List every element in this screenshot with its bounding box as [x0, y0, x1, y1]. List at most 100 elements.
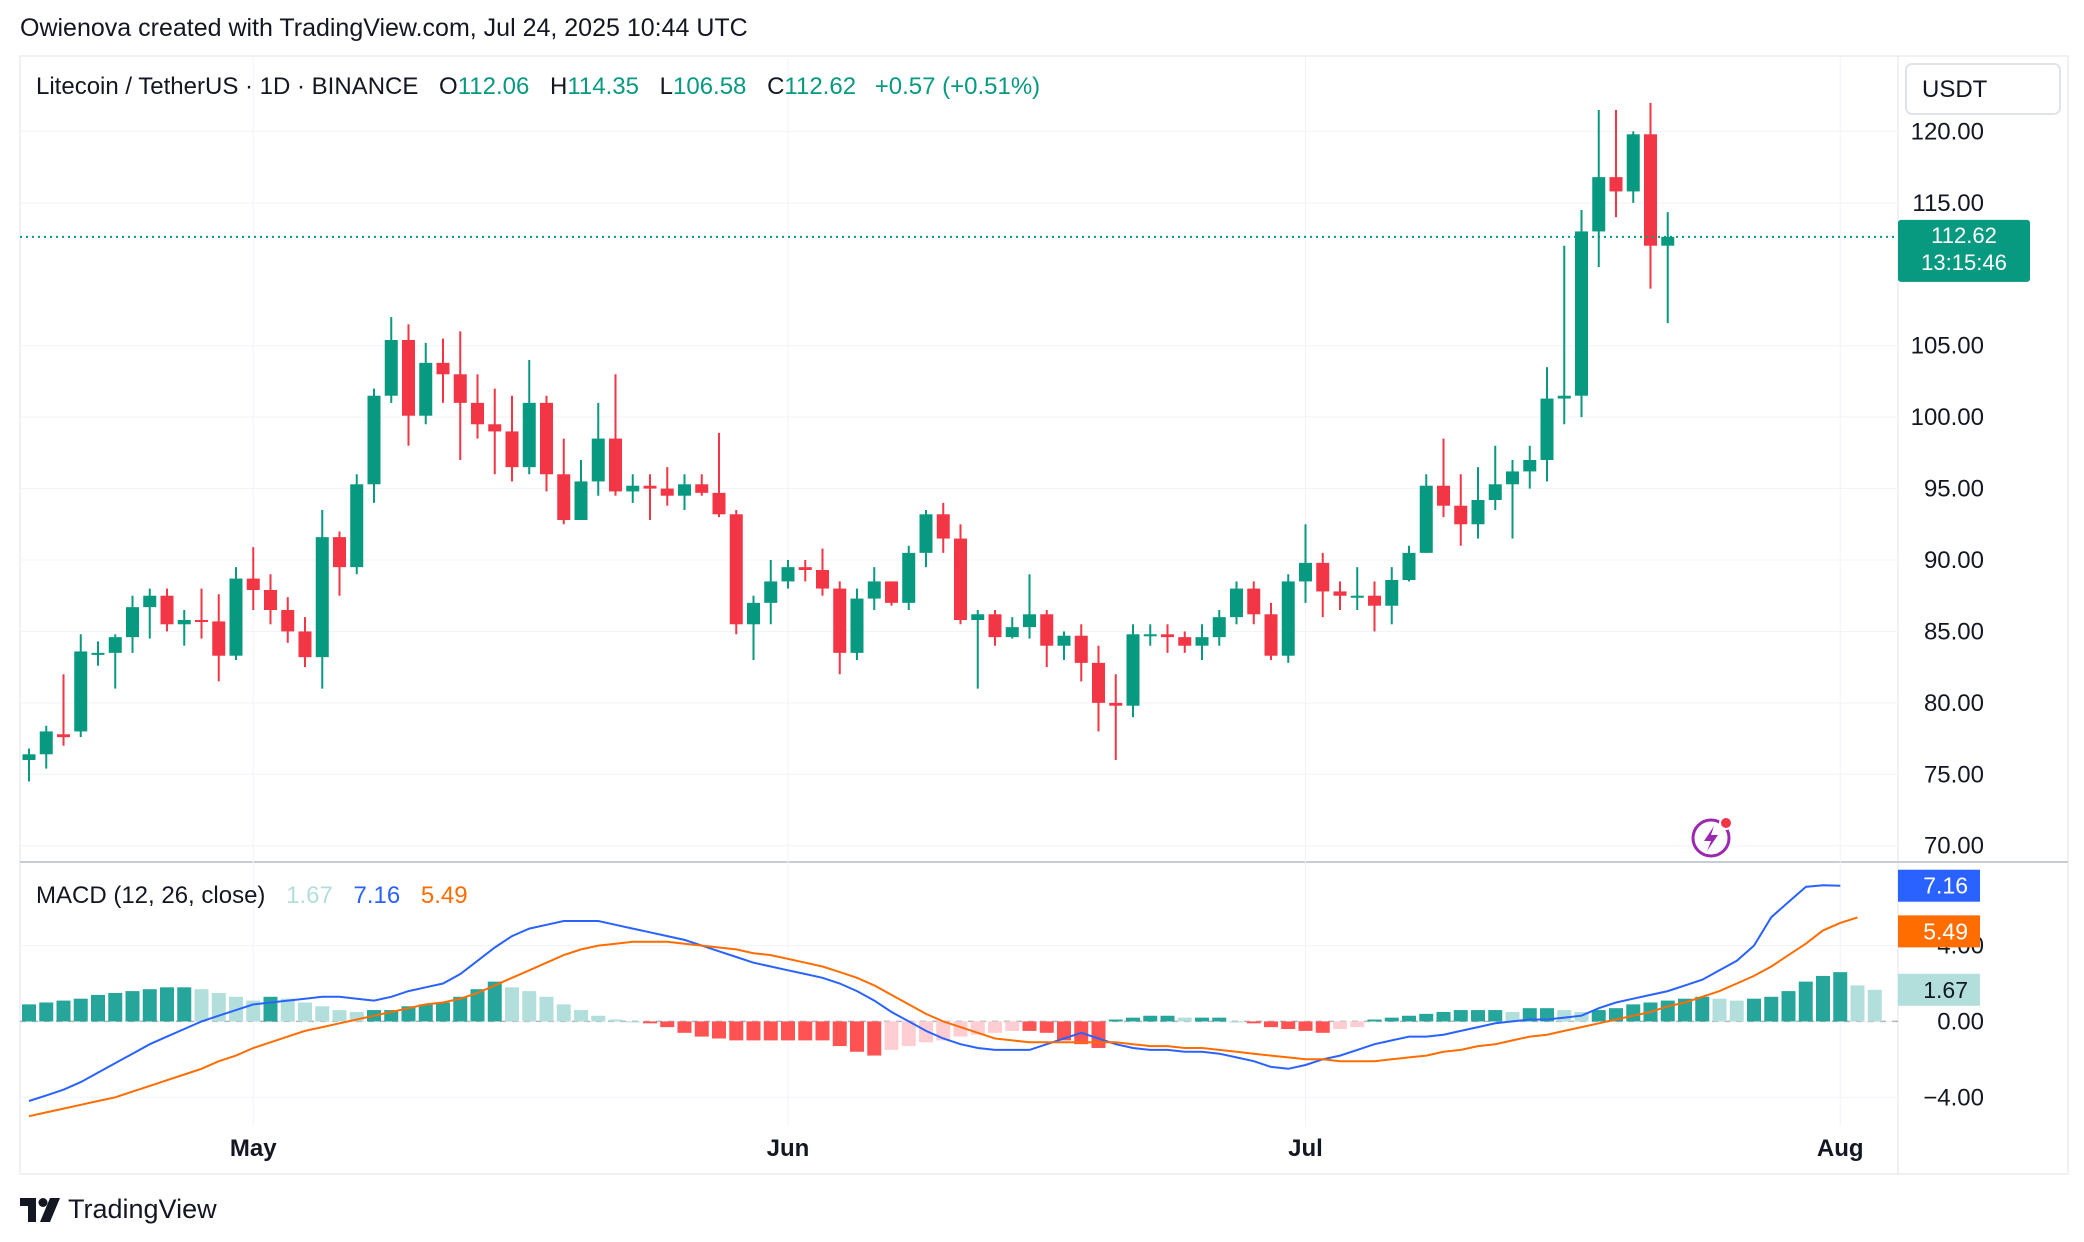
macd-histogram-bar — [1729, 1000, 1744, 1022]
candle-body — [281, 610, 295, 632]
candle-body — [1575, 231, 1588, 396]
macd-histogram-bar — [1333, 1021, 1347, 1030]
macd-signal-value: 5.49 — [421, 882, 468, 909]
lightning-icon[interactable] — [1691, 816, 1733, 858]
close-label: C — [767, 73, 784, 100]
macd-histogram-bar — [1402, 1015, 1416, 1022]
tradingview-logo[interactable]: TradingView — [20, 1194, 217, 1225]
candle-body — [764, 581, 778, 603]
candle-body — [367, 395, 381, 485]
candle-body — [1626, 134, 1640, 192]
candle-body — [39, 731, 53, 755]
candle-body — [1005, 627, 1019, 638]
macd-hist-value: 1.67 — [286, 882, 333, 909]
macd-value-tag-bg — [1898, 915, 1980, 948]
macd-histogram-bar — [315, 1006, 330, 1022]
macd-histogram-bar — [1453, 1010, 1468, 1022]
price-tick-label: 70.00 — [1924, 833, 1984, 860]
macd-histogram-bar — [418, 1004, 433, 1022]
candle-body — [91, 652, 105, 655]
time-tick-label: May — [230, 1135, 277, 1162]
candle-body — [971, 614, 985, 620]
macd-histogram-bar — [1678, 998, 1692, 1022]
candlestick-series — [22, 102, 1675, 782]
macd-histogram-bar — [608, 1019, 623, 1022]
candle-body — [1333, 591, 1347, 596]
candle-body — [453, 374, 467, 403]
candle-body — [1230, 588, 1243, 618]
macd-histogram-bar — [1419, 1013, 1434, 1022]
candle-body — [678, 484, 691, 496]
candle-body — [1350, 595, 1364, 598]
candle-body — [1126, 634, 1140, 706]
macd-histogram-bar — [1022, 1021, 1037, 1031]
macd-histogram-bar — [1315, 1021, 1330, 1033]
candle-body — [1385, 580, 1399, 606]
macd-histogram-bar — [1264, 1021, 1278, 1028]
candle-body — [1040, 614, 1054, 646]
price-axis-ticks: 70.00 75.00 80.00 85.00 90.00 95.00 100.00 105.… — [1911, 118, 1984, 859]
candle-body — [1540, 398, 1554, 460]
macd-histogram-bar — [1160, 1015, 1175, 1022]
macd-histogram-bar — [177, 987, 192, 1022]
candle-body — [229, 578, 243, 656]
price-tick-label: 75.00 — [1924, 761, 1984, 788]
low-label: L — [660, 73, 673, 100]
time-tick-label: Aug — [1817, 1135, 1864, 1162]
ohlc-legend: Litecoin / TetherUS · 1D · BINANCE O112.… — [36, 73, 1040, 100]
macd-value-tag-label: 7.16 — [1923, 873, 1968, 899]
candle-body — [1074, 635, 1088, 663]
candle-body — [540, 402, 553, 475]
candle-body — [591, 438, 605, 482]
macd-histogram-bar — [298, 1002, 312, 1022]
time-tick-label: Jun — [767, 1135, 810, 1162]
candle-body — [298, 631, 312, 658]
candle-body — [798, 567, 812, 570]
macd-histogram-bar — [1747, 998, 1761, 1022]
last-price-tag: 112.62 13:15:46 — [1898, 219, 2030, 282]
price-tick-label: 80.00 — [1924, 690, 1984, 717]
candle-body — [350, 484, 364, 568]
macd-histogram-bar — [194, 989, 209, 1022]
macd-histogram-bar — [1626, 1004, 1641, 1022]
candle-body — [988, 614, 1002, 638]
macd-histogram-bar — [39, 1002, 54, 1022]
macd-tick-label: 0.00 — [1937, 1008, 1984, 1035]
symbol-title[interactable]: Litecoin / TetherUS · 1D · BINANCE — [36, 73, 418, 100]
candle-body — [436, 362, 450, 375]
candle-body — [850, 598, 864, 653]
candle-body — [712, 492, 726, 515]
candle-body — [816, 570, 829, 589]
candle-body — [936, 514, 950, 539]
candle-body — [177, 620, 191, 625]
macd-histogram-bar — [591, 1015, 606, 1022]
macd-histogram-bar — [1246, 1021, 1261, 1024]
candle-body — [1264, 614, 1278, 656]
macd-histogram-bar — [1816, 975, 1830, 1022]
macd-histogram-bar — [746, 1021, 761, 1041]
candle-body — [833, 588, 847, 653]
macd-histogram-bar — [1764, 996, 1779, 1022]
candle-body — [1437, 485, 1450, 506]
candle-body — [143, 595, 157, 608]
candle-body — [1316, 562, 1330, 592]
candle-body — [574, 481, 588, 520]
macd-histogram-bar — [280, 998, 295, 1022]
macd-histogram-bar — [1143, 1015, 1158, 1022]
candle-body — [1609, 177, 1623, 192]
macd-histogram-bar — [453, 996, 468, 1022]
currency-selector[interactable] — [1905, 63, 2061, 115]
candle-body — [729, 514, 743, 625]
macd-histogram-bar — [832, 1021, 847, 1047]
high-value: 114.35 — [567, 73, 639, 100]
macd-histogram-bar — [505, 987, 519, 1022]
macd-histogram-bar — [936, 1021, 951, 1041]
macd-histogram-bar — [1350, 1021, 1365, 1028]
macd-tick-label: −4.00 — [1923, 1084, 1984, 1111]
macd-title[interactable]: MACD (12, 26, close) — [36, 882, 265, 909]
macd-histogram-bar — [142, 989, 157, 1022]
macd-histogram-bar — [1298, 1021, 1313, 1031]
candle-body — [1471, 500, 1485, 525]
candle-body — [195, 620, 208, 622]
